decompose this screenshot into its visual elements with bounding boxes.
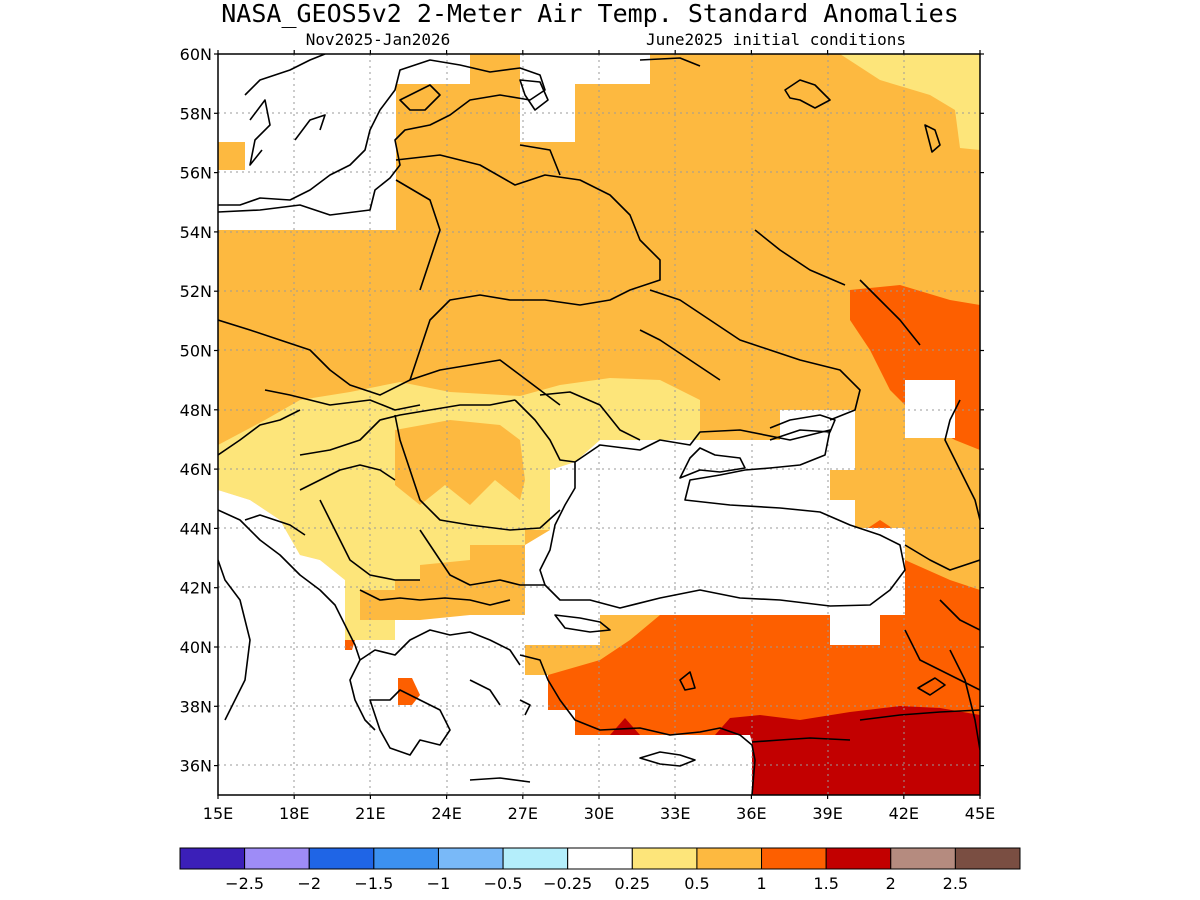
colorbar-label: 2.5 <box>943 874 968 893</box>
black-sea-coast <box>539 429 906 609</box>
lat-label: 38N <box>180 697 212 716</box>
lon-label: 27E <box>508 804 538 823</box>
colorbar-label: 2 <box>886 874 896 893</box>
colorbar <box>179 847 1021 870</box>
lat-label: 36N <box>180 757 212 776</box>
colorbar-swatch <box>437 847 504 870</box>
colorbar-swatch <box>631 847 698 870</box>
map-area <box>218 54 980 795</box>
region-greece-north-warm <box>360 585 520 620</box>
colorbar-label: −1.5 <box>354 874 393 893</box>
lat-label: 54N <box>180 223 212 242</box>
colorbar-swatch <box>696 847 763 870</box>
lon-label: 33E <box>660 804 690 823</box>
lat-label: 42N <box>180 579 212 598</box>
region-baltic-neutral <box>218 54 650 230</box>
colorbar-swatch <box>954 847 1021 870</box>
lat-label: 44N <box>180 519 212 538</box>
lat-label: 50N <box>180 342 212 361</box>
colorbar-label: −2 <box>297 874 321 893</box>
colorbar-label: −0.25 <box>543 874 592 893</box>
lat-label: 52N <box>180 282 212 301</box>
region-balkans-slight-warm <box>218 378 700 640</box>
coastlines-and-borders <box>218 54 980 795</box>
map-title: NASA_GEOS5v2 2-Meter Air Temp. Standard … <box>221 0 959 28</box>
lat-label: 56N <box>180 164 212 183</box>
colorbar-label: −0.5 <box>484 874 523 893</box>
lon-label: 45E <box>965 804 995 823</box>
forecast-period: Nov2025-Jan2026 <box>306 30 451 49</box>
lon-label: 18E <box>279 804 309 823</box>
region-adriatic-neutral <box>218 490 755 795</box>
latitude-labels: 60N 58N 56N 54N 52N 50N 48N 46N 44N 42N 40N 38N 36N <box>180 45 212 776</box>
colorbar-label: −2.5 <box>225 874 264 893</box>
colorbar-label: 1.5 <box>813 874 838 893</box>
lon-label: 42E <box>889 804 919 823</box>
lat-label: 58N <box>180 104 212 123</box>
lon-label: 24E <box>431 804 461 823</box>
lon-label: 39E <box>812 804 842 823</box>
lon-label: 36E <box>736 804 766 823</box>
initial-conditions: June2025 initial conditions <box>646 30 906 49</box>
lat-label: 46N <box>180 460 212 479</box>
lat-label: 60N <box>180 45 212 64</box>
colorbar-swatch <box>244 847 310 870</box>
colorbar-swatch <box>502 847 569 870</box>
region-southern-turkey-strong-warm <box>715 706 980 795</box>
colorbar-swatch <box>890 847 956 870</box>
colorbar-swatch <box>567 847 633 870</box>
colorbar-swatch <box>308 847 375 870</box>
colorbar-label: 0.5 <box>684 874 709 893</box>
colorbar-swatch <box>825 847 892 870</box>
lon-label: 21E <box>355 804 385 823</box>
colorbar-swatch <box>179 847 246 870</box>
colorbar-swatch <box>373 847 439 870</box>
longitude-labels: 15E 18E 21E 24E 27E 30E 33E 36E 39E 42E 45E <box>203 804 995 823</box>
colorbar-label: −1 <box>427 874 451 893</box>
lon-label: 30E <box>584 804 614 823</box>
colorbar-labels: −2.5 −2 −1.5 −1 −0.5 −0.25 0.25 0.5 1 1.5 2 2.5 <box>225 874 968 893</box>
lat-label: 40N <box>180 638 212 657</box>
colorbar-label: 1 <box>756 874 766 893</box>
colorbar-label: 0.25 <box>614 874 650 893</box>
lat-label: 48N <box>180 401 212 420</box>
region-romania-warm <box>395 420 525 505</box>
region-ne-slight-warm <box>840 54 980 150</box>
lon-label: 15E <box>203 804 233 823</box>
colorbar-swatch <box>761 847 827 870</box>
